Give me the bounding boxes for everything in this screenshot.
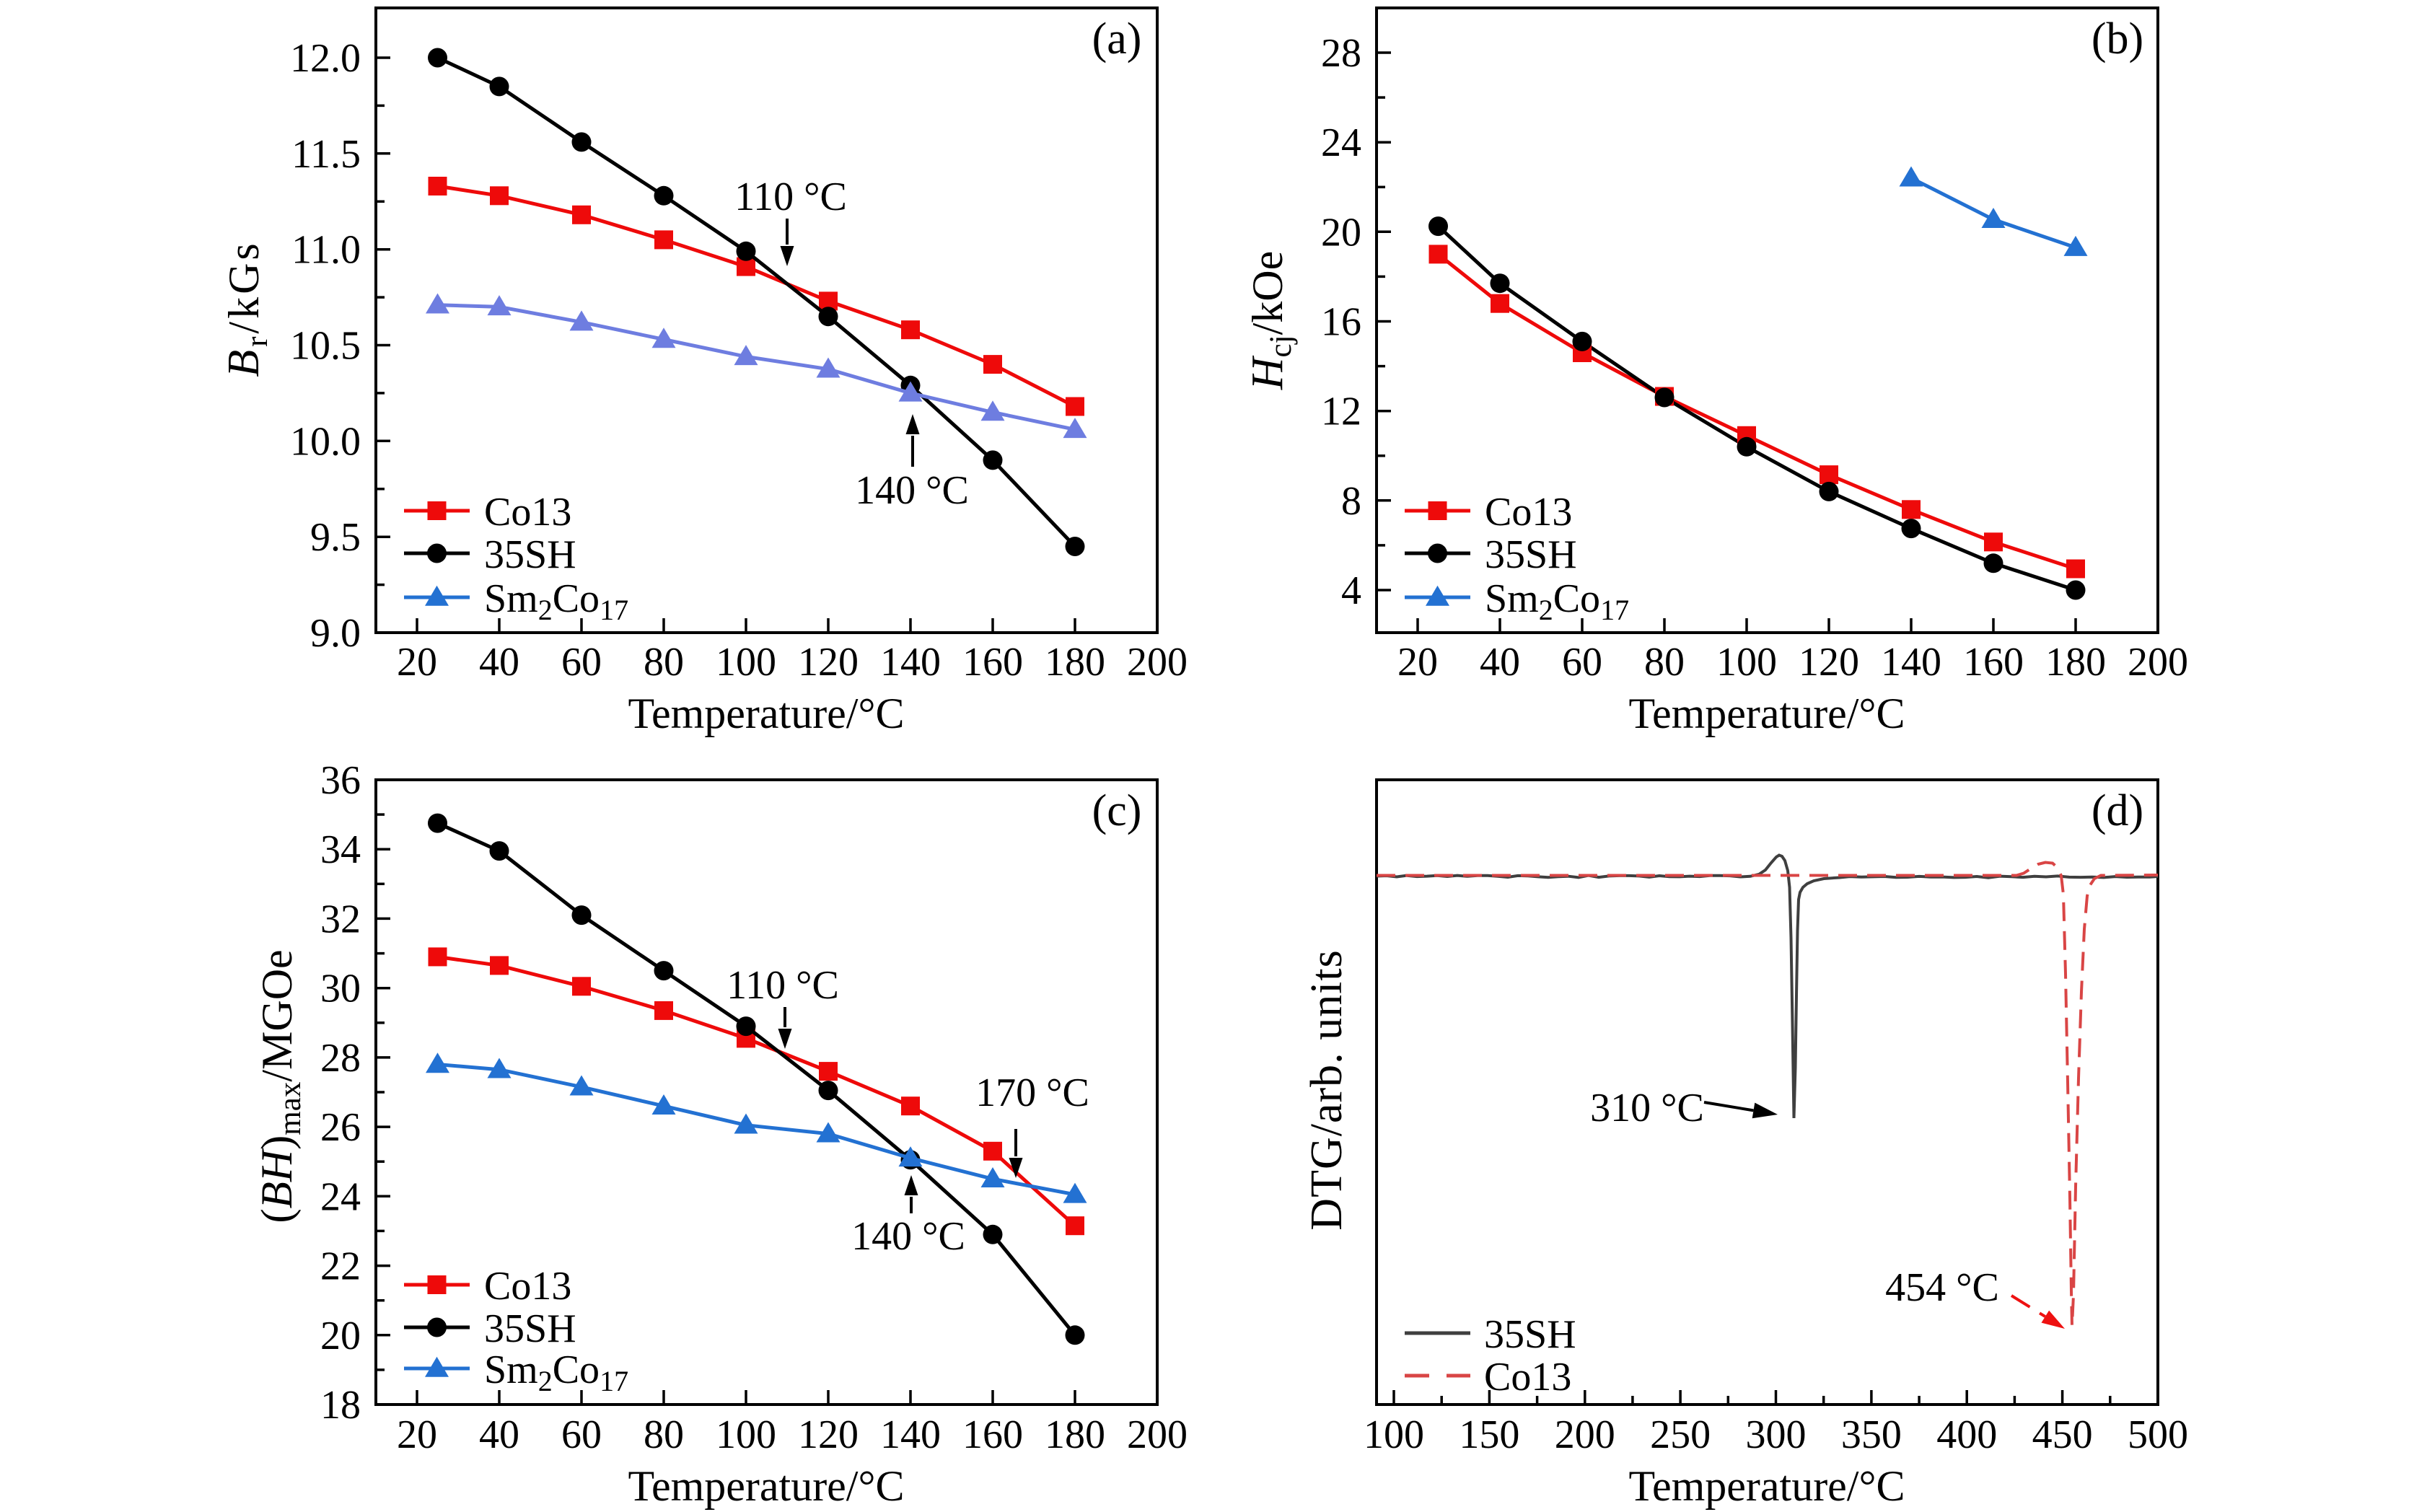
svg-text:(c): (c) (1092, 786, 1142, 835)
svg-text:18: 18 (320, 1383, 361, 1428)
svg-text:4: 4 (1341, 568, 1361, 613)
svg-text:Temperature/°C: Temperature/°C (1629, 1462, 1905, 1510)
svg-text:300: 300 (1746, 1412, 1807, 1457)
svg-text:20: 20 (397, 640, 437, 685)
svg-text:Co13: Co13 (1485, 490, 1572, 535)
svg-text:80: 80 (644, 640, 684, 685)
svg-text:20: 20 (1321, 210, 1361, 255)
svg-text:80: 80 (1644, 640, 1685, 685)
svg-text:9.5: 9.5 (310, 515, 361, 560)
svg-text:20: 20 (320, 1314, 361, 1358)
svg-text:11.5: 11.5 (291, 132, 361, 177)
svg-text:140: 140 (1881, 640, 1941, 685)
svg-text:454 °C: 454 °C (1885, 1265, 1999, 1310)
svg-text:Temperature/°C: Temperature/°C (1629, 690, 1905, 737)
svg-text:Br/kGs: Br/kGs (219, 240, 274, 377)
svg-text:Co13: Co13 (484, 1264, 571, 1309)
svg-text:26: 26 (320, 1105, 361, 1150)
svg-text:180: 180 (1045, 1412, 1105, 1457)
svg-text:Temperature/°C: Temperature/°C (628, 1462, 905, 1510)
svg-text:Temperature/°C: Temperature/°C (628, 690, 905, 737)
svg-text:28: 28 (320, 1036, 361, 1081)
svg-text:140 °C: 140 °C (851, 1214, 965, 1259)
svg-text:200: 200 (1555, 1412, 1615, 1457)
svg-text:35SH: 35SH (484, 1306, 576, 1351)
svg-text:310 °C: 310 °C (1590, 1086, 1704, 1130)
svg-text:(d): (d) (2092, 786, 2143, 835)
svg-text:160: 160 (962, 1412, 1023, 1457)
svg-text:10.5: 10.5 (290, 324, 361, 369)
svg-text:35SH: 35SH (1484, 1312, 1576, 1357)
svg-text:120: 120 (798, 640, 859, 685)
svg-text:10.0: 10.0 (290, 419, 361, 464)
svg-text:110 °C: 110 °C (727, 963, 839, 1008)
svg-text:8: 8 (1341, 479, 1361, 524)
svg-text:34: 34 (320, 827, 361, 872)
svg-text:200: 200 (1127, 640, 1188, 685)
svg-text:200: 200 (2128, 640, 2188, 685)
svg-text:80: 80 (644, 1412, 684, 1457)
svg-text:120: 120 (1799, 640, 1859, 685)
svg-text:(b): (b) (2092, 14, 2143, 63)
svg-text:20: 20 (397, 1412, 437, 1457)
svg-text:DTG/arb. units: DTG/arb. units (1302, 949, 1351, 1230)
svg-text:Hcj/kOe: Hcj/kOe (1243, 251, 1298, 390)
svg-text:11.0: 11.0 (291, 228, 361, 273)
svg-text:35SH: 35SH (1485, 532, 1577, 577)
svg-text:160: 160 (1963, 640, 2024, 685)
svg-text:250: 250 (1650, 1412, 1711, 1457)
svg-text:140: 140 (880, 1412, 941, 1457)
svg-text:350: 350 (1841, 1412, 1902, 1457)
svg-text:120: 120 (798, 1412, 859, 1457)
svg-text:180: 180 (2045, 640, 2106, 685)
svg-text:36: 36 (320, 758, 361, 803)
svg-text:Co13: Co13 (484, 490, 571, 535)
svg-text:140: 140 (880, 640, 941, 685)
svg-text:160: 160 (962, 640, 1023, 685)
svg-text:140 °C: 140 °C (855, 468, 969, 513)
svg-text:24: 24 (1321, 120, 1361, 165)
svg-text:9.0: 9.0 (310, 611, 361, 656)
svg-text:100: 100 (716, 1412, 776, 1457)
svg-text:40: 40 (479, 640, 519, 685)
svg-text:40: 40 (1480, 640, 1520, 685)
svg-text:Sm2Co17: Sm2Co17 (1485, 576, 1629, 626)
svg-text:20: 20 (1397, 640, 1438, 685)
svg-text:32: 32 (320, 897, 361, 941)
svg-text:100: 100 (716, 640, 776, 685)
svg-text:180: 180 (1045, 640, 1105, 685)
svg-text:12.0: 12.0 (290, 36, 361, 81)
svg-text:22: 22 (320, 1244, 361, 1289)
svg-text:60: 60 (561, 1412, 602, 1457)
svg-text:Co13: Co13 (1484, 1355, 1571, 1399)
svg-text:110 °C: 110 °C (734, 175, 847, 219)
svg-text:450: 450 (2032, 1412, 2093, 1457)
svg-text:16: 16 (1321, 300, 1361, 345)
svg-text:40: 40 (479, 1412, 519, 1457)
svg-text:400: 400 (1936, 1412, 1997, 1457)
svg-text:150: 150 (1459, 1412, 1519, 1457)
svg-text:200: 200 (1127, 1412, 1188, 1457)
svg-text:60: 60 (1562, 640, 1602, 685)
svg-text:12: 12 (1321, 390, 1361, 434)
svg-text:170 °C: 170 °C (975, 1071, 1089, 1115)
svg-text:100: 100 (1364, 1412, 1424, 1457)
svg-text:100: 100 (1716, 640, 1777, 685)
svg-text:30: 30 (320, 967, 361, 1011)
svg-text:(a): (a) (1092, 14, 1142, 63)
svg-text:35SH: 35SH (484, 532, 576, 577)
svg-text:24: 24 (320, 1174, 361, 1219)
svg-text:60: 60 (561, 640, 602, 685)
svg-text:500: 500 (2128, 1412, 2188, 1457)
svg-text:28: 28 (1321, 31, 1361, 76)
